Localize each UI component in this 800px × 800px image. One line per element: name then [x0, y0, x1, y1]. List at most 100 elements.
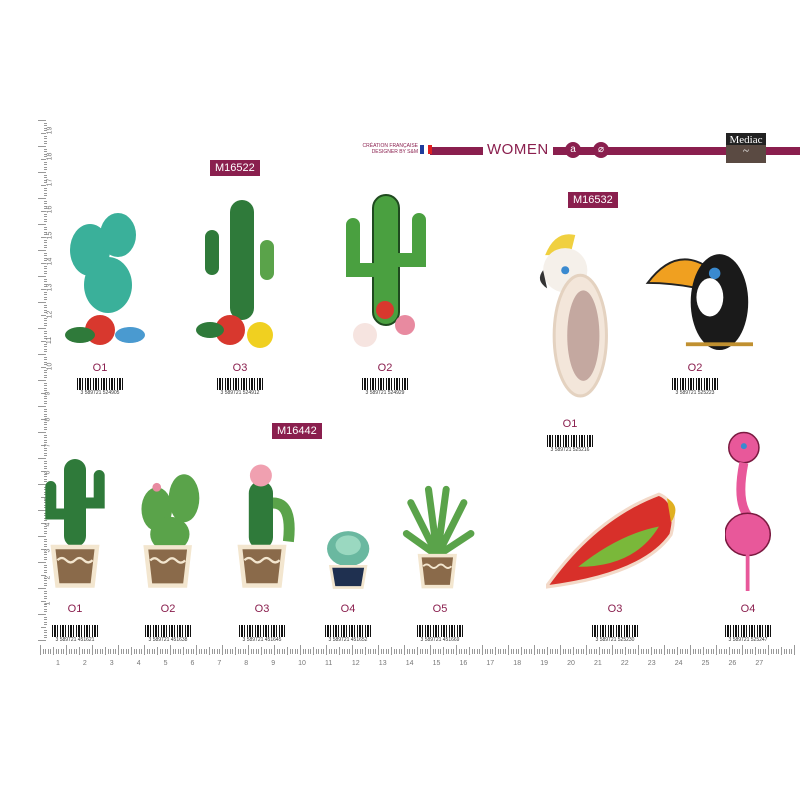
ruler-label: 16 [459, 660, 468, 667]
ruler-tick [41, 523, 46, 524]
ruler-tick [44, 330, 47, 332]
collection-ref: M16532 [568, 192, 618, 208]
ruler-label: 1 [44, 601, 52, 606]
ruler-tick [44, 122, 47, 124]
ruler-label: 12 [351, 660, 360, 667]
ruler-tick [190, 649, 192, 654]
ruler-tick [531, 649, 533, 654]
ruler-tick [41, 627, 46, 628]
ruler-tick [38, 588, 46, 589]
ruler-tick [44, 403, 47, 405]
ruler-tick [44, 364, 47, 366]
ruler-label: 10 [298, 660, 306, 667]
product-variant-label: O2 [160, 603, 176, 615]
ruler-tick [398, 649, 400, 654]
ruler-tick [385, 649, 387, 654]
ruler-tick [471, 649, 473, 654]
ruler-tick [354, 649, 356, 654]
ruler-tick [44, 424, 47, 426]
ruler-tick [44, 447, 47, 449]
ruler-tick [41, 341, 46, 342]
ruler-tick [583, 649, 585, 654]
cockatoo-patch-image [539, 234, 608, 398]
ruler-tick [185, 649, 187, 654]
ruler-tick [651, 647, 652, 655]
ruler-tick [510, 649, 512, 654]
ruler-tick [44, 634, 47, 636]
ruler-tick [664, 645, 665, 655]
ruler-tick [534, 645, 535, 655]
barcode-bars [52, 625, 98, 637]
ruler-tick [44, 577, 47, 579]
ruler-tick [38, 172, 46, 173]
ruler-tick [44, 296, 47, 298]
ruler-tick [622, 649, 624, 654]
ruler-tick [44, 572, 47, 574]
ruler-label: 20 [567, 660, 575, 667]
ruler-tick [38, 640, 46, 641]
ruler-tick [44, 525, 47, 527]
ruler-tick [580, 649, 582, 654]
ruler-tick [44, 603, 47, 605]
ruler-tick [307, 649, 309, 654]
ruler-tick [435, 649, 437, 654]
ruler-tick [466, 649, 468, 654]
collection-ref: M16442 [272, 423, 322, 439]
ruler-tick [193, 649, 195, 654]
ruler-label: 25 [701, 660, 710, 667]
ruler-tick [692, 649, 694, 654]
ruler-tick [44, 530, 47, 532]
ruler-tick [430, 645, 431, 655]
ruler-tick [341, 649, 343, 654]
ruler-tick [44, 156, 47, 158]
product-variant-label: O1 [67, 603, 83, 615]
ruler-tick [237, 649, 239, 654]
ruler-label: 2 [82, 660, 87, 667]
ruler-tick [45, 649, 47, 654]
ruler-tick [44, 257, 47, 259]
ruler-tick [770, 649, 772, 654]
ruler-tick [367, 649, 369, 654]
ruler-tick [744, 649, 746, 654]
ruler-tick [422, 649, 424, 654]
ruler-label: 7 [44, 443, 52, 448]
product-variant-label: O4 [740, 603, 756, 615]
ruler-tick [604, 649, 606, 654]
ruler-tick [601, 649, 603, 654]
ruler-tick [349, 649, 351, 654]
ruler-tick [357, 649, 359, 654]
ruler-tick [44, 208, 47, 210]
ruler-tick [159, 649, 161, 654]
ruler-tick [44, 177, 47, 179]
ruler-tick [102, 649, 104, 654]
ruler-tick [175, 649, 177, 654]
ruler-tick [378, 645, 379, 655]
ruler-tick [38, 562, 46, 563]
ruler-tick [734, 649, 736, 654]
ruler-tick [297, 649, 299, 654]
ruler-tick [44, 200, 47, 202]
ruler-label: 22 [620, 660, 629, 667]
dry-clean-icon: ⌀ [593, 142, 609, 158]
cactus-bouquet-patch-image [196, 200, 274, 348]
ruler-tick [198, 649, 200, 654]
ruler-label: 1 [56, 660, 60, 667]
ruler-tick [289, 649, 291, 654]
barcode-number: 3 589721 524912 [220, 390, 260, 396]
ruler-tick [92, 645, 93, 655]
ruler-tick [44, 351, 47, 353]
ruler-tick [44, 348, 47, 350]
ruler-tick [44, 478, 47, 480]
ruler-tick [313, 647, 314, 655]
ruler-tick [86, 649, 88, 654]
ruler-tick [240, 649, 242, 654]
ruler-tick [136, 649, 138, 654]
ruler-tick [281, 649, 283, 654]
ruler-tick [487, 649, 489, 654]
potted-prickly-pear-patch-image [141, 474, 200, 588]
ruler-tick [180, 649, 182, 654]
ruler-tick [476, 649, 478, 654]
ruler-label: 5 [163, 660, 168, 667]
ruler-tick [640, 649, 642, 654]
ruler-tick [66, 645, 67, 655]
